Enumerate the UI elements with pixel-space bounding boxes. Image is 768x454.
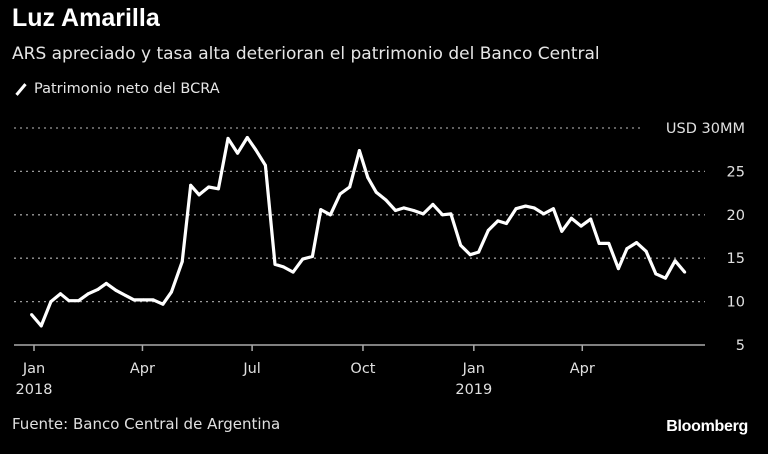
- bloomberg-logo: Bloomberg: [666, 418, 748, 435]
- data-point: [683, 270, 687, 274]
- data-point: [180, 260, 184, 264]
- data-point: [216, 187, 220, 191]
- y-tick-label: 15: [727, 251, 745, 267]
- data-point: [551, 207, 555, 211]
- data-point: [663, 276, 667, 280]
- data-point: [412, 208, 416, 212]
- chart-subtitle: ARS apreciado y tasa alta deterioran el …: [12, 44, 600, 64]
- data-point: [124, 294, 128, 298]
- data-point: [607, 241, 611, 245]
- data-point: [114, 288, 118, 292]
- data-point: [431, 202, 435, 206]
- data-point: [104, 281, 108, 285]
- data-point: [477, 250, 481, 254]
- data-point: [644, 249, 648, 253]
- data-point: [402, 206, 406, 210]
- data-point: [77, 299, 81, 303]
- y-tick-label: 20: [727, 208, 745, 224]
- data-point: [542, 212, 546, 216]
- data-point: [236, 151, 240, 155]
- data-point: [468, 253, 472, 257]
- series-line: [30, 135, 686, 328]
- data-point: [440, 213, 444, 217]
- data-point: [291, 270, 295, 274]
- data-point: [132, 298, 136, 302]
- y-tick-label: 25: [727, 164, 745, 180]
- legend-label: Patrimonio neto del BCRA: [34, 81, 220, 97]
- x-tick-label: Jan: [22, 361, 45, 377]
- data-point: [67, 299, 71, 303]
- x-tick-label: Jul: [242, 361, 261, 377]
- data-point: [449, 212, 453, 216]
- x-tick-year-label: 2018: [16, 382, 53, 398]
- data-point: [281, 265, 285, 269]
- x-tick-label: Apr: [130, 361, 155, 377]
- data-point: [625, 247, 629, 251]
- data-point: [459, 243, 463, 247]
- data-point: [59, 292, 63, 296]
- data-point: [310, 254, 314, 258]
- data-point: [532, 206, 536, 210]
- data-point: [328, 213, 332, 217]
- source-note: Fuente: Banco Central de Argentina: [12, 415, 281, 433]
- data-point: [569, 216, 573, 220]
- x-tick-year-label: 2019: [455, 382, 492, 398]
- data-point: [30, 313, 34, 317]
- data-point: [579, 224, 583, 228]
- data-point: [254, 148, 258, 152]
- data-point: [263, 163, 267, 167]
- data-point: [496, 219, 500, 223]
- data-point: [301, 257, 305, 261]
- data-point: [374, 190, 378, 194]
- data-point: [524, 204, 528, 208]
- data-point: [189, 183, 193, 187]
- legend: Patrimonio neto del BCRA: [14, 81, 220, 97]
- y-tick-label: USD 30MM: [666, 121, 745, 137]
- data-point: [273, 262, 277, 266]
- data-point: [394, 208, 397, 212]
- data-point: [514, 207, 518, 211]
- data-point: [86, 292, 90, 296]
- data-point: [169, 290, 173, 294]
- x-tick-label: Jan: [462, 361, 485, 377]
- y-tick-label: 5: [736, 338, 745, 354]
- data-point: [504, 221, 508, 225]
- data-point: [226, 136, 230, 140]
- data-point: [348, 185, 352, 189]
- data-point: [421, 212, 425, 216]
- data-point: [560, 229, 564, 233]
- data-point: [654, 272, 658, 276]
- data-point: [589, 217, 593, 221]
- data-point: [673, 259, 677, 263]
- y-tick-label: 10: [727, 295, 745, 311]
- data-point: [142, 298, 146, 302]
- data-point: [366, 175, 370, 179]
- x-tick-label: Apr: [570, 361, 595, 377]
- data-point: [319, 208, 323, 212]
- data-point: [616, 267, 620, 271]
- data-point: [338, 192, 342, 196]
- data-point: [486, 228, 490, 232]
- data-point: [96, 287, 100, 291]
- data-point: [245, 136, 249, 140]
- data-point: [207, 185, 211, 189]
- data-point: [151, 298, 155, 302]
- data-point: [39, 324, 43, 328]
- data-point: [197, 193, 201, 197]
- data-point: [384, 198, 388, 202]
- chart-title: Luz Amarilla: [12, 4, 160, 32]
- data-point: [597, 241, 601, 245]
- data-point: [357, 149, 361, 153]
- x-tick-label: Oct: [350, 361, 375, 377]
- data-point: [49, 300, 53, 304]
- data-point: [635, 241, 638, 245]
- data-point: [161, 302, 165, 306]
